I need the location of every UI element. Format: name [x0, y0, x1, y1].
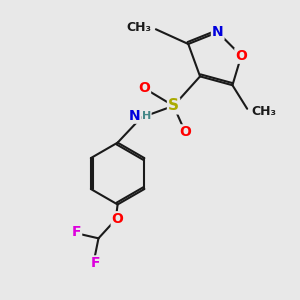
Text: CH₃: CH₃ — [252, 105, 277, 118]
Text: O: O — [179, 125, 191, 139]
Text: O: O — [235, 49, 247, 63]
Text: O: O — [112, 212, 124, 226]
Text: S: S — [168, 98, 179, 113]
Text: N: N — [212, 25, 224, 39]
Text: F: F — [72, 225, 81, 239]
Text: O: O — [138, 81, 150, 95]
Text: CH₃: CH₃ — [127, 21, 152, 34]
Text: F: F — [91, 256, 100, 270]
Text: H: H — [142, 111, 151, 121]
Text: N: N — [129, 109, 140, 123]
